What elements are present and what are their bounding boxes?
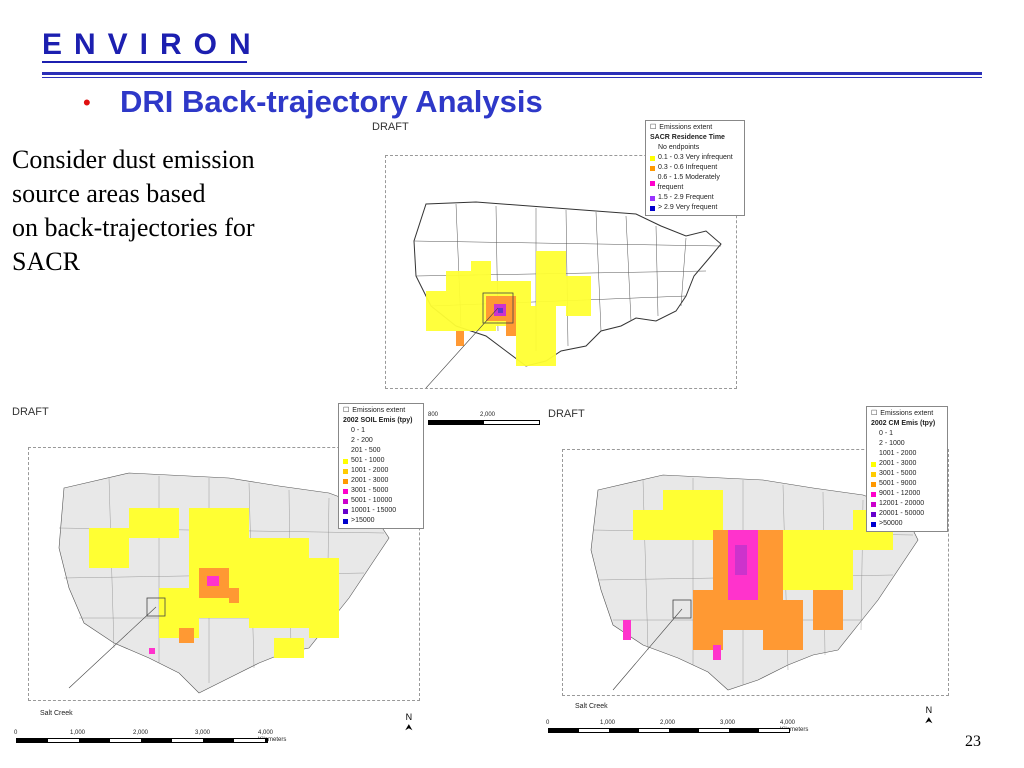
scale-label: 2,000 [133, 730, 149, 736]
body-line: Consider dust emission [12, 145, 255, 174]
legend-item: 10001 - 15000 [343, 506, 419, 516]
legend-item: 1001 - 2000 [343, 466, 419, 476]
body-line: SACR [12, 247, 80, 276]
scale-bar [16, 738, 268, 743]
scale-label: 4,000 [780, 720, 796, 726]
scale-label: 1,000 [70, 730, 86, 736]
legend-item: 0 - 1 [343, 426, 419, 436]
cm-emissions-map [562, 449, 949, 696]
draft-label: DRAFT [548, 408, 585, 420]
legend-item: 3001 - 5000 [871, 469, 943, 479]
body-line: source areas based [12, 179, 206, 208]
logo-underline [42, 61, 247, 63]
body-text: Consider dust emission source areas base… [12, 143, 342, 279]
legend-item: 0.1 - 0.3 Very infrequent [650, 153, 740, 163]
bullet-icon: • [83, 90, 91, 115]
layer-checkbox-icon[interactable]: ☐ [343, 407, 350, 414]
legend-item: 201 - 500 [343, 446, 419, 456]
us-map-soil [29, 448, 419, 700]
scale-label: 0 [546, 720, 550, 726]
scale-bar [548, 728, 790, 733]
legend-item: 9001 - 12000 [871, 489, 943, 499]
legend-item: 1.5 - 2.9 Frequent [650, 193, 740, 203]
scale-label: 4,000 [258, 730, 274, 736]
environ-logo: ENVIRON [42, 28, 263, 61]
legend-item: >50000 [871, 519, 943, 529]
draft-label: DRAFT [12, 406, 49, 418]
legend-item: 12001 - 20000 [871, 499, 943, 509]
header-rule [42, 72, 982, 75]
north-arrow-icon: N ⮝ [925, 705, 933, 725]
salt-creek-label: Salt Creek [40, 710, 73, 717]
scale-unit: Kilometers [258, 737, 287, 743]
legend-item: 2001 - 3000 [343, 476, 419, 486]
legend-item: 2 - 1000 [871, 439, 943, 449]
legend-item: 0 - 1 [871, 429, 943, 439]
legend-top: ☐ Emissions extent SACR Residence Time No… [645, 120, 745, 216]
scale-label: 800 [428, 412, 439, 418]
slide-title: DRI Back-trajectory Analysis [120, 84, 543, 119]
draft-label: DRAFT [372, 121, 409, 133]
salt-creek-label: Salt Creek [575, 703, 608, 710]
legend-layer: Emissions extent [659, 124, 713, 131]
legend-item: 1001 - 2000 [871, 449, 943, 459]
legend-title: 2002 SOIL Emis (tpy) [343, 417, 413, 424]
scale-label: 0 [14, 730, 18, 736]
legend-item: 5001 - 9000 [871, 479, 943, 489]
legend-title: SACR Residence Time [650, 134, 725, 141]
legend-item: 3001 - 5000 [343, 486, 419, 496]
legend-item: 2 - 200 [343, 436, 419, 446]
legend-item: 0.6 - 1.5 Moderately frequent [650, 173, 740, 193]
page-number: 23 [965, 733, 981, 750]
body-line: on back-trajectories for [12, 213, 255, 242]
legend-item: > 2.9 Very frequent [650, 203, 740, 213]
us-map-trajectory [413, 201, 722, 389]
scale-label: 3,000 [195, 730, 211, 736]
legend-item: 2001 - 3000 [871, 459, 943, 469]
header-rule-thin [42, 77, 982, 78]
legend-item: 20001 - 50000 [871, 509, 943, 519]
scale-label: 2,000 [480, 412, 496, 418]
scale-label: 2,000 [660, 720, 676, 726]
legend-item: 5001 - 10000 [343, 496, 419, 506]
legend-item: >15000 [343, 516, 419, 526]
layer-checkbox-icon[interactable]: ☐ [871, 410, 878, 417]
layer-checkbox-icon[interactable]: ☐ [650, 124, 657, 131]
soil-emissions-map [28, 447, 420, 701]
legend-cm: ☐ Emissions extent 2002 CM Emis (tpy) 0 -… [866, 406, 948, 532]
legend-soil: ☐ Emissions extent 2002 SOIL Emis (tpy) 0… [338, 403, 424, 529]
us-map-cm [590, 474, 919, 691]
scale-unit: Kilometers [780, 727, 809, 733]
scale-bar [428, 420, 540, 425]
scale-label: 1,000 [600, 720, 616, 726]
legend-item: No endpoints [650, 143, 740, 153]
legend-item: 0.3 - 0.6 Infrequent [650, 163, 740, 173]
legend-title: 2002 CM Emis (tpy) [871, 420, 936, 427]
legend-item: 501 - 1000 [343, 456, 419, 466]
scale-label: 3,000 [720, 720, 736, 726]
north-arrow-icon: N ⮝ [405, 712, 413, 732]
